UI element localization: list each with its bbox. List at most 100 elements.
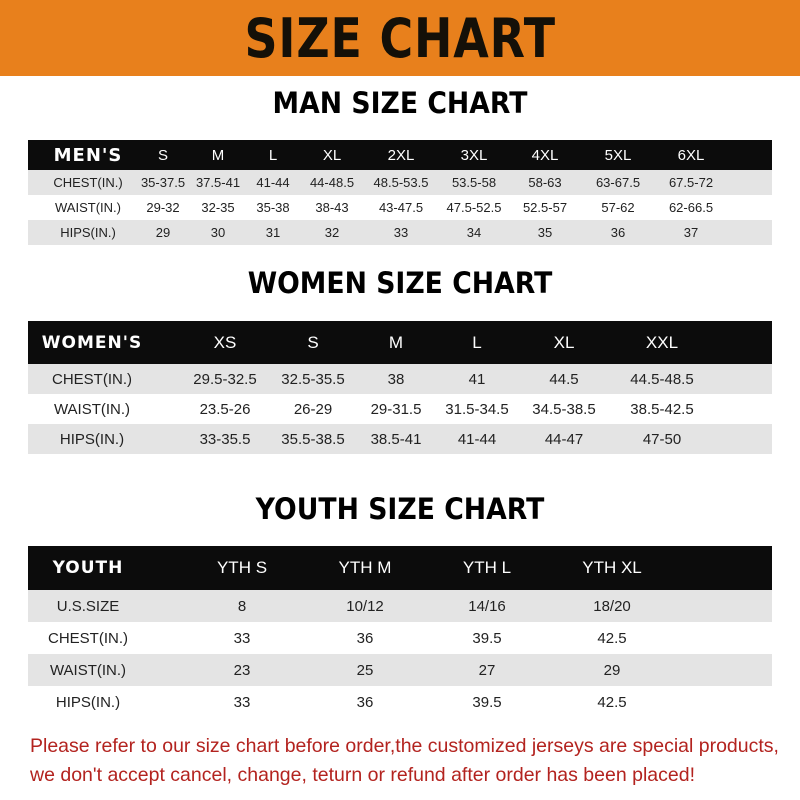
table-cell: 47-50 xyxy=(642,430,682,448)
row-label: HIPS(IN.) xyxy=(60,225,116,240)
row-label: YOUTH xyxy=(52,558,124,578)
table-cell: 23 xyxy=(233,661,251,679)
table-cell: M xyxy=(211,146,225,164)
table-cell: 37 xyxy=(683,225,699,240)
table-row: HIPS(IN.) 29 30 31 32 33 34 35 36 37 xyxy=(28,220,772,245)
table-cell: M xyxy=(388,332,404,352)
table-cell: 36 xyxy=(610,225,626,240)
table-cell: 42.5 xyxy=(597,629,627,647)
table-row: WAIST(IN.) 23.5-26 26-29 29-31.5 31.5-34.5 34… xyxy=(28,394,772,424)
table-cell: 44.5-48.5 xyxy=(630,370,694,388)
table-cell: 32.5-35.5 xyxy=(281,370,345,388)
row-label: HIPS(IN.) xyxy=(59,430,125,448)
table-cell: 38.5-42.5 xyxy=(630,400,694,418)
table-cell: 32-35 xyxy=(201,200,235,215)
table-cell: 38.5-41 xyxy=(370,430,422,448)
table-cell: 52.5-57 xyxy=(522,200,568,215)
table-cell: 35.5-38.5 xyxy=(281,430,345,448)
table-cell: 18/20 xyxy=(593,597,631,615)
table-cell: 6XL xyxy=(677,146,705,164)
row-label: WAIST(IN.) xyxy=(55,200,121,215)
table-cell: XL xyxy=(322,146,342,164)
table-cell: 41-44 xyxy=(256,175,290,190)
table-cell: 44-47 xyxy=(544,430,584,448)
table-cell: 33 xyxy=(233,629,251,647)
table-header-row: MEN'S S M L XL 2XL 3XL 4XL 5XL 6XL xyxy=(28,140,772,170)
table-cell: 36 xyxy=(356,629,374,647)
table-cell: 29 xyxy=(603,661,621,679)
table-cell: 63-67.5 xyxy=(595,175,641,190)
table-cell: S xyxy=(307,332,319,352)
table-cell: XXL xyxy=(645,332,679,352)
table-cell: 29 xyxy=(155,225,171,240)
table-cell: 34 xyxy=(466,225,482,240)
table-cell: 35-38 xyxy=(256,200,290,215)
table-cell: 35 xyxy=(537,225,553,240)
table-cell: 33 xyxy=(393,225,409,240)
table-cell: 29.5-32.5 xyxy=(193,370,257,388)
table-cell: YTH XL xyxy=(582,558,642,577)
table-cell: 38 xyxy=(387,370,405,388)
table-cell: 10/12 xyxy=(346,597,384,615)
men-section-title: MAN SIZE CHART xyxy=(272,86,528,120)
table-cell: 29-32 xyxy=(146,200,180,215)
table-cell: 30 xyxy=(210,225,226,240)
table-header-row: YOUTH YTH S YTH M YTH L YTH XL xyxy=(28,546,772,590)
table-cell: 41 xyxy=(468,370,486,388)
table-row: CHEST(IN.) 35-37.5 37.5-41 41-44 44-48.5 48.5… xyxy=(28,170,772,195)
table-cell: 25 xyxy=(356,661,374,679)
table-row: WAIST(IN.) 23 25 27 29 xyxy=(28,654,772,686)
table-cell: 48.5-53.5 xyxy=(373,175,429,190)
row-label: CHEST(IN.) xyxy=(53,175,123,190)
table-row: CHEST(IN.) 29.5-32.5 32.5-35.5 38 41 44.5 44.5… xyxy=(28,364,772,394)
row-label: CHEST(IN.) xyxy=(52,370,132,388)
table-cell: 47.5-52.5 xyxy=(446,200,502,215)
row-label: WAIST(IN.) xyxy=(49,661,127,679)
table-cell: 2XL xyxy=(387,146,415,164)
row-label: U.S.SIZE xyxy=(56,597,120,615)
table-cell: 31 xyxy=(265,225,281,240)
table-cell: 42.5 xyxy=(597,693,627,711)
table-cell: YTH M xyxy=(338,558,392,577)
table-cell: 5XL xyxy=(604,146,632,164)
banner-title: SIZE CHART xyxy=(244,6,556,70)
row-label: WAIST(IN.) xyxy=(53,400,131,418)
table-cell: 44-48.5 xyxy=(309,175,355,190)
table-cell: 36 xyxy=(356,693,374,711)
table-cell: 8 xyxy=(237,597,247,615)
table-cell: 26-29 xyxy=(293,400,333,418)
table-row: U.S.SIZE 8 10/12 14/16 18/20 xyxy=(28,590,772,622)
table-cell: 35-37.5 xyxy=(140,175,186,190)
table-cell: 39.5 xyxy=(472,629,502,647)
table-cell: 33 xyxy=(233,693,251,711)
table-cell: 14/16 xyxy=(468,597,506,615)
table-cell: YTH L xyxy=(462,558,512,577)
order-note-line-1: Please refer to our size chart before or… xyxy=(30,735,779,757)
table-cell: 53.5-58 xyxy=(451,175,497,190)
table-cell: XS xyxy=(213,332,237,352)
size-chart-banner: SIZE CHART xyxy=(0,0,800,76)
table-header-row: WOMEN'S XS S M L XL XXL xyxy=(28,321,772,364)
table-cell: 34.5-38.5 xyxy=(532,400,596,418)
table-cell: XL xyxy=(553,332,575,352)
table-cell: 27 xyxy=(478,661,496,679)
table-cell: L xyxy=(268,146,278,164)
table-row: WAIST(IN.) 29-32 32-35 35-38 38-43 43-47.5 47.… xyxy=(28,195,772,220)
table-cell: 39.5 xyxy=(472,693,502,711)
table-row: HIPS(IN.) 33-35.5 35.5-38.5 38.5-41 41-44 44-… xyxy=(28,424,772,454)
table-cell: YTH S xyxy=(216,558,268,577)
women-section-title: WOMEN SIZE CHART xyxy=(247,266,553,300)
youth-section-title: YOUTH SIZE CHART xyxy=(255,492,545,526)
table-cell: 43-47.5 xyxy=(378,200,424,215)
row-label: WOMEN'S xyxy=(41,332,143,353)
table-cell: 37.5-41 xyxy=(195,175,241,190)
table-cell: 44.5 xyxy=(549,370,579,388)
table-cell: 31.5-34.5 xyxy=(445,400,509,418)
table-cell: 38-43 xyxy=(315,200,349,215)
table-cell: 62-66.5 xyxy=(668,200,714,215)
table-cell: 41-44 xyxy=(457,430,497,448)
table-cell: 29-31.5 xyxy=(370,400,422,418)
row-label: HIPS(IN.) xyxy=(55,693,121,711)
table-cell: S xyxy=(157,146,169,164)
youth-size-table: YOUTH YTH S YTH M YTH L YTH XL U.S.SIZE 8 10/12… xyxy=(28,546,772,718)
